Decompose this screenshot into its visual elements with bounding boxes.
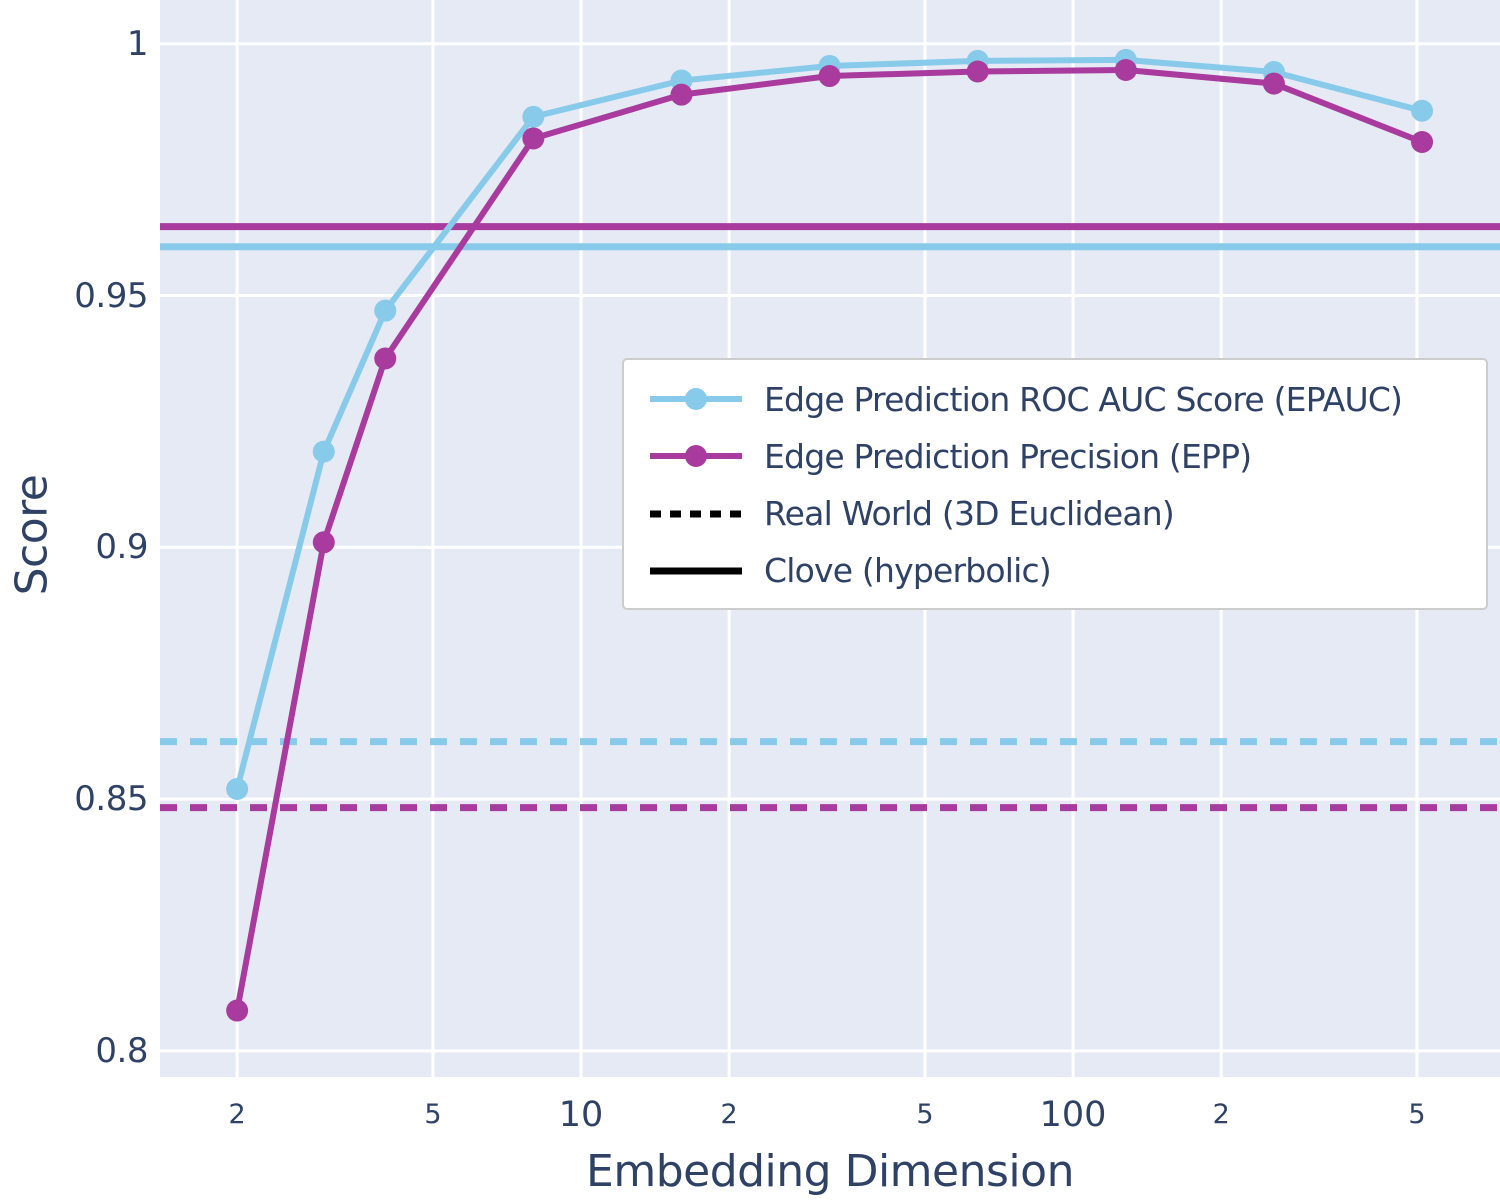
data-point-epauc bbox=[226, 777, 249, 800]
data-point-epp bbox=[1114, 58, 1137, 81]
data-point-epp bbox=[522, 127, 545, 150]
x-tick-label: 5 bbox=[1408, 1099, 1426, 1130]
x-tick-label: 2 bbox=[228, 1099, 246, 1130]
data-point-epauc bbox=[374, 299, 397, 322]
legend-label-epauc: Edge Prediction ROC AUC Score (EPAUC) bbox=[764, 379, 1403, 419]
y-tick-label: 0.8 bbox=[95, 1030, 148, 1071]
x-tick-label: 5 bbox=[424, 1099, 442, 1130]
data-point-epp bbox=[670, 83, 693, 106]
x-tick-label: 10 bbox=[558, 1095, 604, 1135]
legend-marker-epauc bbox=[685, 388, 707, 410]
data-point-epp bbox=[1411, 130, 1434, 153]
legend-entry-clove: Clove (hyperbolic) bbox=[648, 544, 1476, 598]
legend-solid-line-swatch bbox=[650, 567, 742, 575]
legend: Edge Prediction ROC AUC Score (EPAUC) Ed… bbox=[622, 358, 1488, 610]
y-axis-title: Score bbox=[6, 474, 58, 596]
legend-entry-epauc: Edge Prediction ROC AUC Score (EPAUC) bbox=[648, 372, 1476, 426]
legend-entry-epp: Edge Prediction Precision (EPP) bbox=[648, 429, 1476, 483]
data-point-epp bbox=[374, 347, 397, 370]
legend-label-epp: Edge Prediction Precision (EPP) bbox=[764, 436, 1252, 476]
x-axis-title: Embedding Dimension bbox=[586, 1146, 1074, 1197]
legend-marker-epp bbox=[685, 445, 707, 468]
legend-entry-real-world: Real World (3D Euclidean) bbox=[648, 487, 1476, 541]
legend-label-clove: Clove (hyperbolic) bbox=[764, 551, 1052, 591]
legend-label-real-world: Real World (3D Euclidean) bbox=[764, 494, 1175, 534]
x-tick-label: 2 bbox=[720, 1099, 738, 1130]
series-line-epp bbox=[234, 66, 1426, 1014]
y-tick-label: 0.95 bbox=[74, 275, 148, 316]
x-tick-label: 5 bbox=[916, 1099, 934, 1130]
data-point-epp bbox=[818, 65, 841, 88]
legend-dotted-line-swatch bbox=[650, 510, 742, 518]
data-point-epp bbox=[312, 531, 335, 554]
data-point-epauc bbox=[1411, 99, 1434, 122]
y-tick-label: 0.9 bbox=[95, 527, 148, 568]
data-point-epp bbox=[966, 60, 989, 83]
data-point-epauc bbox=[312, 440, 335, 463]
series-line-epauc bbox=[234, 56, 1426, 792]
data-point-epp bbox=[1262, 72, 1285, 95]
legend-line-marker-swatch-epp bbox=[650, 445, 742, 468]
legend-line-marker-swatch-epauc bbox=[650, 388, 742, 410]
y-tick-label: 1 bbox=[126, 23, 149, 64]
data-point-epauc bbox=[522, 105, 545, 128]
y-tick-label: 0.85 bbox=[74, 779, 148, 820]
x-tick-label: 100 bbox=[1039, 1095, 1107, 1135]
data-point-epp bbox=[226, 999, 249, 1022]
x-tick-label: 2 bbox=[1212, 1099, 1230, 1130]
